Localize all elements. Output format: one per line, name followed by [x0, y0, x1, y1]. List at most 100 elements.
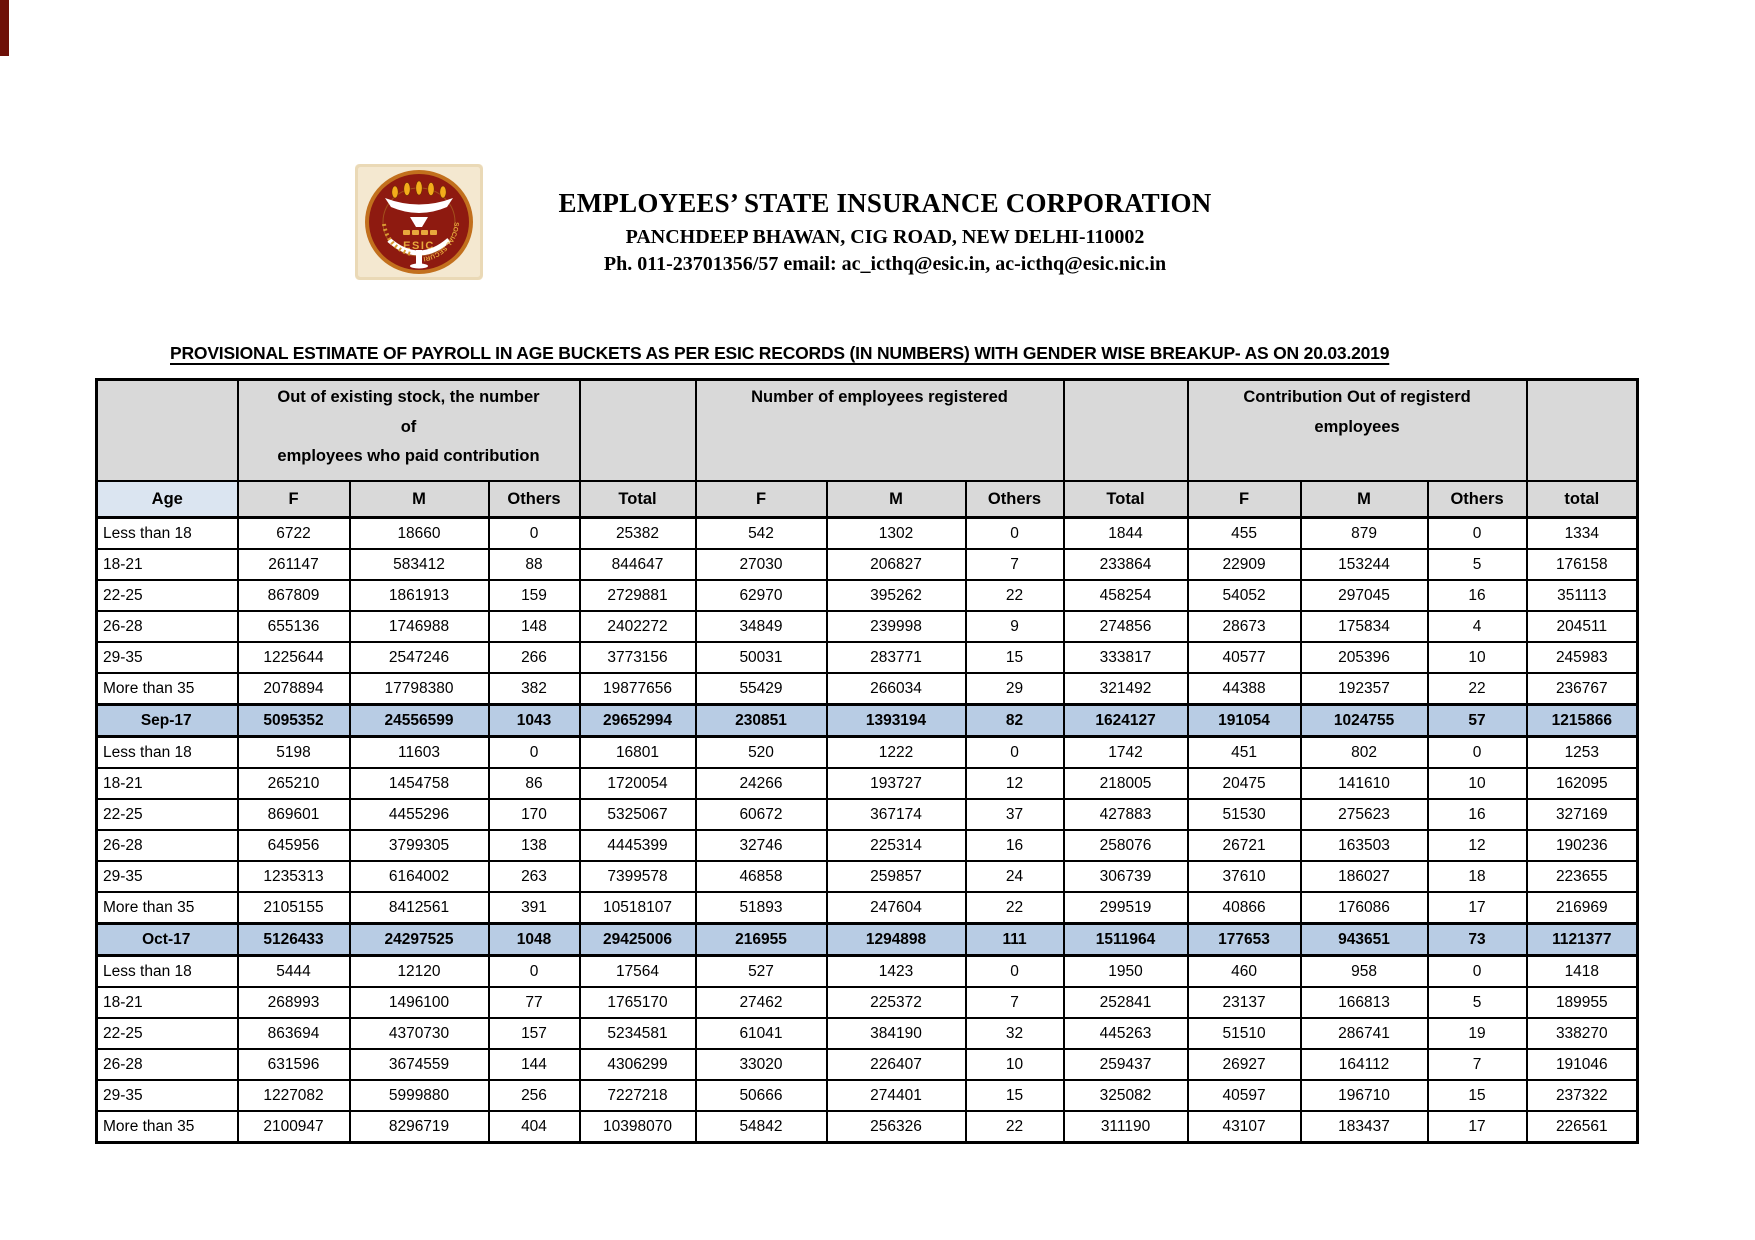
group-header-registered: Number of employees registered	[694, 378, 1065, 482]
value-cell: 256	[487, 1079, 581, 1112]
value-cell: 7	[964, 548, 1065, 581]
value-cell: 247604	[825, 891, 967, 925]
value-cell: 5325067	[578, 798, 697, 831]
value-cell: 275623	[1299, 798, 1429, 831]
age-label-cell: Oct-17	[95, 922, 239, 957]
age-label-cell: 29-35	[95, 860, 239, 893]
value-cell: 5444	[236, 954, 351, 988]
value-cell: 22909	[1186, 548, 1302, 581]
age-label-cell: 18-21	[95, 767, 239, 800]
value-cell: 57	[1426, 703, 1528, 738]
value-cell: 274401	[825, 1079, 967, 1112]
value-cell: 88	[487, 548, 581, 581]
value-cell: 5234581	[578, 1017, 697, 1050]
value-cell: 183437	[1299, 1110, 1429, 1144]
value-cell: 3773156	[578, 641, 697, 674]
value-cell: 1235313	[236, 860, 351, 893]
value-cell: 192357	[1299, 672, 1429, 706]
value-cell: 26927	[1186, 1048, 1302, 1081]
value-cell: 863694	[236, 1017, 351, 1050]
value-cell: 520	[694, 735, 828, 769]
value-cell: 458254	[1062, 579, 1189, 612]
value-cell: 327169	[1525, 798, 1639, 831]
value-cell: 261147	[236, 548, 351, 581]
value-cell: 166813	[1299, 986, 1429, 1019]
value-cell: 2729881	[578, 579, 697, 612]
value-cell: 299519	[1062, 891, 1189, 925]
value-cell: 37	[964, 798, 1065, 831]
value-cell: 54842	[694, 1110, 828, 1144]
value-cell: 20475	[1186, 767, 1302, 800]
table-row: 29-35 1227082 5999880 256 7227218 50666 274401…	[95, 1079, 1639, 1112]
value-cell: 22	[964, 1110, 1065, 1144]
age-label-cell: Less than 18	[95, 516, 239, 550]
age-label-cell: 22-25	[95, 1017, 239, 1050]
org-name: EMPLOYEES’ STATE INSURANCE CORPORATION	[558, 188, 1212, 218]
value-cell: 164112	[1299, 1048, 1429, 1081]
value-cell: 1048	[487, 922, 581, 957]
group-spacer-cell	[1062, 378, 1189, 482]
sub-header-row: Age F M Others Total F M Others Total F M Others tot…	[95, 480, 1639, 519]
corner-cell	[95, 378, 239, 482]
value-cell: 5095352	[236, 703, 351, 738]
column-header: Others	[964, 480, 1065, 519]
value-cell: 191054	[1186, 703, 1302, 738]
value-cell: 19877656	[578, 672, 697, 706]
value-cell: 15	[1426, 1079, 1528, 1112]
value-cell: 196710	[1299, 1079, 1429, 1112]
table-row: Less than 18 5444 12120 0 17564 527 1423 0 1950 4…	[95, 954, 1639, 988]
table-row: 18-21 265210 1454758 86 1720054 24266 193727 12…	[95, 767, 1639, 800]
column-header: Total	[1062, 480, 1189, 519]
value-cell: 2100947	[236, 1110, 351, 1144]
value-cell: 50031	[694, 641, 828, 674]
value-cell: 10	[1426, 767, 1528, 800]
value-cell: 297045	[1299, 579, 1429, 612]
value-cell: 29652994	[578, 703, 697, 738]
value-cell: 311190	[1062, 1110, 1189, 1144]
value-cell: 16801	[578, 735, 697, 769]
value-cell: 73	[1426, 922, 1528, 957]
value-cell: 15	[964, 641, 1065, 674]
value-cell: 384190	[825, 1017, 967, 1050]
value-cell: 583412	[348, 548, 490, 581]
value-cell: 306739	[1062, 860, 1189, 893]
logo-esic-text: ESIC	[403, 240, 435, 252]
value-cell: 266	[487, 641, 581, 674]
age-label-cell: 18-21	[95, 986, 239, 1019]
age-label-cell: More than 35	[95, 891, 239, 925]
group-header-paid-contribution: Out of existing stock, the number of emp…	[236, 378, 581, 482]
value-cell: 18	[1426, 860, 1528, 893]
value-cell: 10518107	[578, 891, 697, 925]
value-cell: 205396	[1299, 641, 1429, 674]
value-cell: 111	[964, 922, 1065, 957]
value-cell: 4306299	[578, 1048, 697, 1081]
value-cell: 0	[964, 735, 1065, 769]
value-cell: 40866	[1186, 891, 1302, 925]
value-cell: 1746988	[348, 610, 490, 643]
value-cell: 190236	[1525, 829, 1639, 862]
value-cell: 542	[694, 516, 828, 550]
table-row: Less than 18 5198 11603 0 16801 520 1222 0 1742 4…	[95, 735, 1639, 769]
column-header: Others	[1426, 480, 1528, 519]
value-cell: 4	[1426, 610, 1528, 643]
value-cell: 138	[487, 829, 581, 862]
value-cell: 239998	[825, 610, 967, 643]
value-cell: 867809	[236, 579, 351, 612]
age-label-cell: 22-25	[95, 798, 239, 831]
value-cell: 51510	[1186, 1017, 1302, 1050]
value-cell: 1302	[825, 516, 967, 550]
value-cell: 245983	[1525, 641, 1639, 674]
value-cell: 10398070	[578, 1110, 697, 1144]
age-label-cell: 26-28	[95, 829, 239, 862]
table-row: 29-35 1235313 6164002 263 7399578 46858 259857…	[95, 860, 1639, 893]
value-cell: 265210	[236, 767, 351, 800]
value-cell: 218005	[1062, 767, 1189, 800]
value-cell: 5126433	[236, 922, 351, 957]
age-label-cell: 29-35	[95, 641, 239, 674]
value-cell: 382	[487, 672, 581, 706]
value-cell: 1496100	[348, 986, 490, 1019]
value-cell: 22	[964, 579, 1065, 612]
value-cell: 1215866	[1525, 703, 1639, 738]
value-cell: 230851	[694, 703, 828, 738]
age-label-cell: Less than 18	[95, 954, 239, 988]
